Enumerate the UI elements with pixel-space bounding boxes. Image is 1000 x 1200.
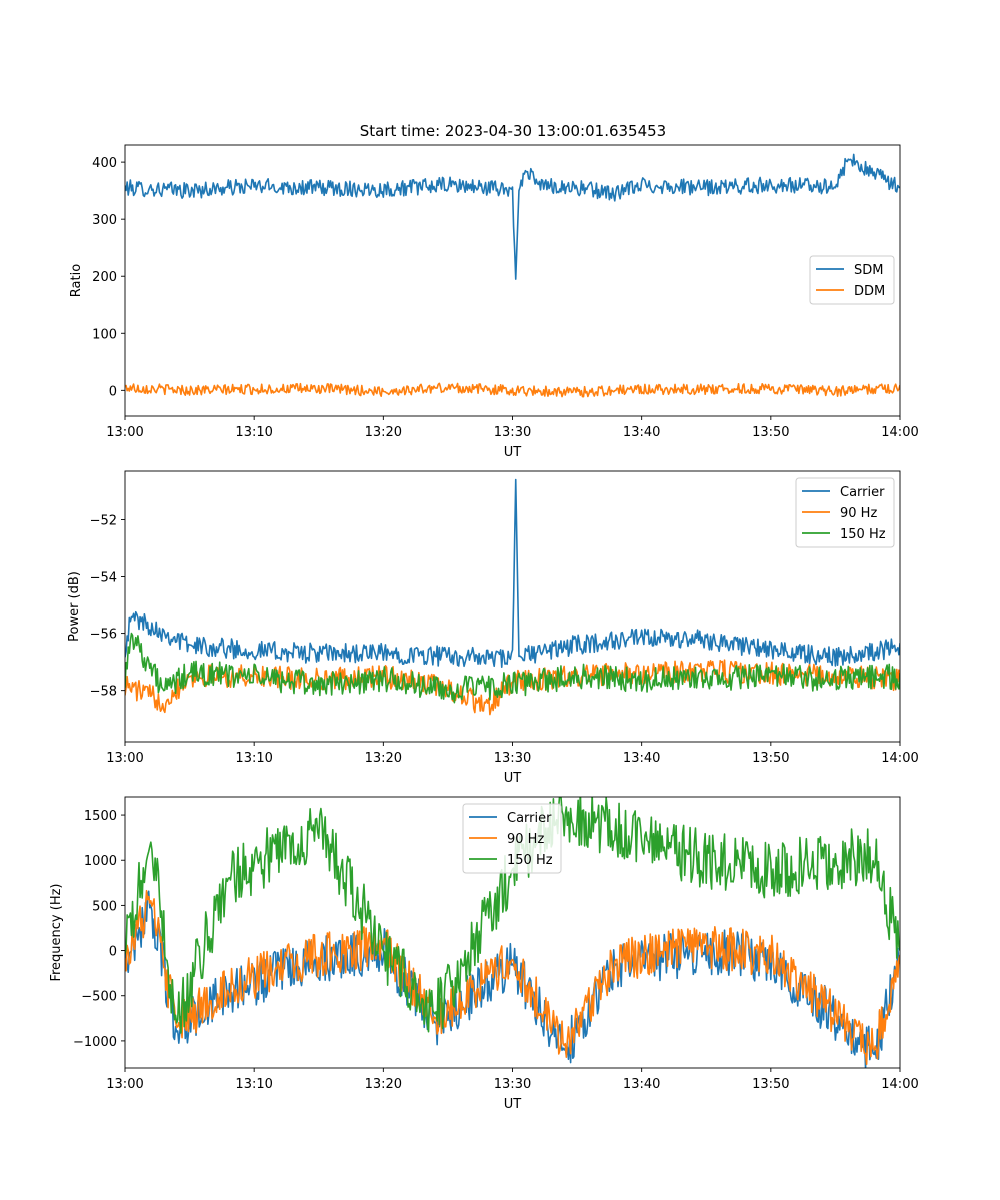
panels: 13:00 13:10 13:20 13:30 13:40 13:50 14:00 0 100 2… [49,144,919,1112]
figure-title: Start time: 2023-04-30 13:00:01.635453 [360,122,666,140]
series-line-carrier [125,478,900,668]
y-tick-label: 100 [92,327,117,342]
x-tick-label: 13:10 [235,751,272,766]
y-axis-label: Power (dB) [67,571,82,642]
x-tick-label: 13:50 [752,751,789,766]
x-tick-label: 13:30 [494,1077,531,1092]
y-tick-label: 0 [109,945,117,960]
y-tick-label: 300 [92,213,117,228]
panel-3: 13:00 13:10 13:20 13:30 13:40 13:50 14:00 −1000… [49,796,919,1112]
series-line-90-hz [125,889,900,1066]
panel-2: 13:00 13:10 13:20 13:30 13:40 13:50 14:00 −58 −5… [67,470,919,786]
x-tick-label: 13:30 [494,425,531,440]
x-tick-label: 13:50 [752,425,789,440]
x-tick-label: 13:20 [365,751,402,766]
x-tick-label: 13:20 [365,1077,402,1092]
x-tick-label: 14:00 [881,751,918,766]
legend-box [795,477,895,548]
x-tick-label: 14:00 [881,425,918,440]
legend-box [809,255,895,305]
panel-1: 13:00 13:10 13:20 13:30 13:40 13:50 14:00 0 100 2… [69,144,919,460]
x-tick-label: 13:40 [623,425,660,440]
x-axis-label: UT [504,1097,522,1112]
legend-label: Carrier [507,811,552,826]
legend-label: 150 Hz [840,527,886,542]
legend-label: Carrier [840,485,885,500]
series-line-ddm [125,382,900,398]
x-tick-label: 13:40 [623,751,660,766]
legend-label: 150 Hz [507,853,553,868]
x-axis-label: UT [504,771,522,786]
y-tick-label: 400 [92,156,117,171]
x-tick-label: 13:30 [494,751,531,766]
series-group [125,153,900,398]
legend-label: DDM [854,284,885,299]
y-tick-label: −54 [90,571,117,586]
x-tick-label: 14:00 [881,1077,918,1092]
legend-label: 90 Hz [840,506,877,521]
legend: Carrier 90 Hz 150 Hz [795,477,895,548]
y-tick-label: −52 [90,513,117,528]
x-tick-label: 13:00 [106,1077,143,1092]
legend-box [462,803,562,874]
y-axis-label: Ratio [69,264,84,297]
x-tick-label: 13:00 [106,751,143,766]
series-line-sdm [125,153,900,280]
series-group [125,478,900,716]
y-tick-label: 500 [92,899,117,914]
legend: Carrier 90 Hz 150 Hz [462,803,562,874]
y-tick-label: −1000 [73,1035,117,1050]
series-line-150-hz [125,632,900,704]
y-tick-label: −56 [90,628,117,643]
legend: SDM DDM [809,255,895,305]
y-tick-label: 1000 [84,854,117,869]
y-tick-label: −58 [90,685,117,700]
x-tick-label: 13:10 [235,425,272,440]
y-axis-label: Frequency (Hz) [49,883,64,981]
x-tick-label: 13:50 [752,1077,789,1092]
y-tick-label: −500 [81,990,117,1005]
y-tick-label: 200 [92,270,117,285]
x-tick-label: 13:00 [106,425,143,440]
series-line-carrier [125,890,900,1068]
x-tick-label: 13:20 [365,425,402,440]
y-tick-label: 0 [109,384,117,399]
legend-label: 90 Hz [507,832,544,847]
legend-label: SDM [854,263,883,278]
x-axis-label: UT [504,445,522,460]
x-tick-label: 13:10 [235,1077,272,1092]
y-tick-label: 1500 [84,809,117,824]
x-tick-label: 13:40 [623,1077,660,1092]
